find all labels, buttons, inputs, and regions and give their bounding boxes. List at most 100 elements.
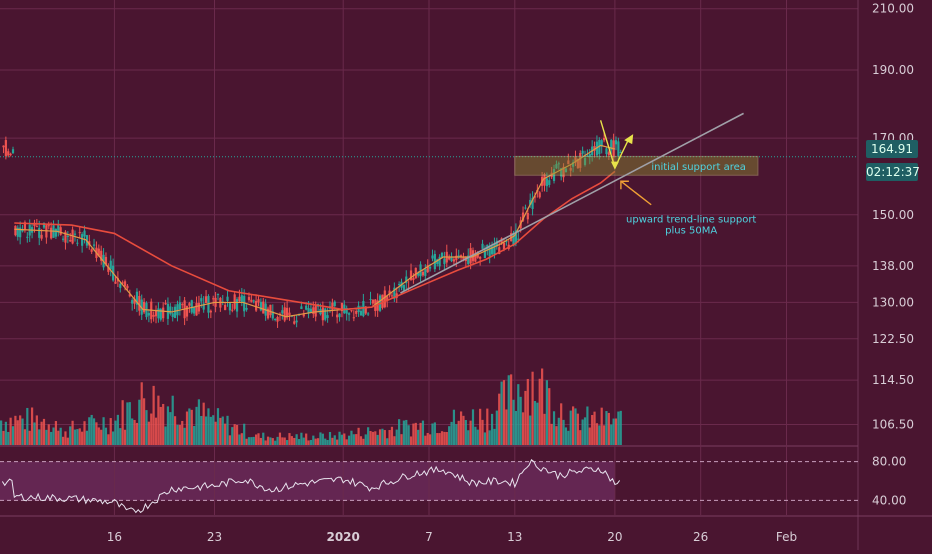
candle-body	[123, 281, 127, 287]
candle-body	[50, 227, 53, 239]
volume-bar	[169, 412, 172, 445]
volume-bar	[548, 388, 551, 445]
price-tick-label: 138.00	[872, 259, 914, 273]
candle-body	[190, 300, 193, 313]
volume-bar	[462, 415, 465, 445]
candle-body	[302, 314, 305, 317]
volume-bar	[560, 403, 563, 445]
volume-bar	[593, 411, 596, 445]
volume-bar	[140, 382, 143, 445]
volume-bar	[183, 427, 186, 445]
volume-bar	[81, 431, 84, 445]
candle-body	[307, 308, 310, 314]
volume-bar	[500, 381, 503, 445]
volume-bar	[474, 426, 477, 445]
volume-bar	[471, 409, 475, 445]
volume-bar	[83, 421, 86, 445]
volume-bar	[176, 424, 179, 445]
candle-body	[135, 291, 139, 305]
candle-body	[235, 299, 239, 312]
volume-bar	[23, 429, 27, 445]
volume-bar	[588, 427, 591, 445]
volume-bar	[369, 430, 372, 445]
candle-body	[57, 223, 60, 233]
volume-bar	[52, 427, 55, 445]
volume-bar	[100, 429, 103, 445]
time-tick-label: 26	[693, 530, 708, 544]
candle-body	[21, 229, 24, 232]
candle-body	[493, 243, 496, 255]
rsi-band	[0, 461, 615, 501]
candle-body	[188, 303, 191, 306]
time-tick-label: 20	[607, 530, 622, 544]
volume-bar	[333, 435, 336, 445]
volume-bar	[57, 430, 60, 445]
candle-body	[293, 321, 296, 324]
volume-bar	[200, 415, 203, 445]
volume-bar	[424, 435, 427, 445]
candle-body	[66, 235, 69, 237]
volume-bar	[26, 407, 29, 445]
candle-body	[457, 255, 460, 257]
candle-body	[243, 295, 246, 312]
volume-bar	[524, 390, 527, 445]
candle-body	[521, 212, 525, 221]
candle-body	[426, 265, 429, 273]
volume-bar	[519, 396, 522, 445]
volume-bar	[514, 410, 517, 445]
candle-body	[202, 303, 205, 310]
candle-body	[252, 300, 255, 302]
candle-body	[143, 301, 146, 313]
volume-bar	[464, 420, 467, 445]
volume-bar	[123, 429, 127, 445]
volume-bar	[314, 438, 317, 445]
volume-bar	[619, 410, 622, 445]
candle-body	[195, 303, 198, 316]
volume-bar	[443, 431, 446, 445]
volume-bar	[7, 431, 10, 445]
candle-body	[479, 256, 482, 259]
candle-body	[193, 306, 196, 314]
volume-bar	[166, 406, 170, 445]
volume-bar	[283, 437, 286, 445]
volume-bar	[324, 438, 327, 445]
candle-body	[245, 307, 248, 310]
candle-body	[283, 307, 286, 321]
candle-body	[178, 302, 181, 309]
volume-bar	[319, 432, 322, 445]
candle-body	[352, 317, 355, 319]
volume-bar	[371, 431, 374, 445]
volume-bar	[400, 434, 403, 445]
volume-bar	[598, 425, 601, 445]
candle-body	[545, 178, 548, 187]
volume-bar	[426, 432, 429, 445]
volume-bar	[95, 422, 98, 445]
price-tick-label: 114.50	[872, 373, 914, 387]
candle-body	[173, 306, 177, 319]
candle-body	[131, 300, 134, 304]
volume-bar	[455, 424, 458, 445]
volume-bar	[555, 426, 558, 445]
volume-bar	[479, 408, 482, 445]
volume-bar	[338, 431, 341, 445]
candle-body	[83, 230, 86, 237]
volume-bar	[247, 437, 251, 445]
volume-bar	[112, 431, 115, 445]
volume-bar	[347, 435, 351, 445]
volume-bar	[610, 424, 613, 445]
candle-body	[393, 287, 396, 299]
candle-body	[259, 301, 262, 311]
candle-body	[154, 310, 158, 317]
volume-bar	[574, 408, 577, 445]
volume-bar	[173, 416, 177, 445]
candle-body	[350, 310, 353, 312]
time-tick-label: 23	[207, 530, 222, 544]
candle-body	[543, 174, 546, 186]
volume-bar	[495, 410, 498, 445]
candle-body	[438, 256, 441, 267]
volume-bar	[533, 401, 537, 445]
candle-body	[607, 152, 610, 156]
volume-bar	[119, 428, 122, 445]
price-tick-label: 122.50	[872, 332, 914, 346]
